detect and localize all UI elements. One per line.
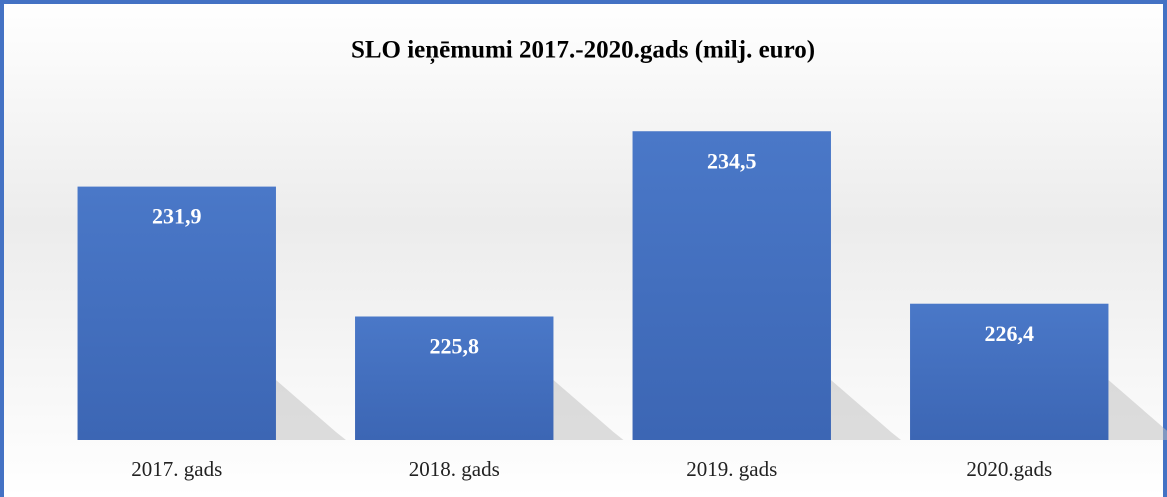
bar-shadow <box>553 380 624 440</box>
value-label: 226,4 <box>985 321 1035 346</box>
value-label: 234,5 <box>707 148 757 173</box>
bar-shadow <box>275 380 346 440</box>
bar <box>632 131 831 440</box>
value-label: 225,8 <box>430 334 480 359</box>
bar-shadow <box>830 380 901 440</box>
bar <box>77 186 276 440</box>
chart-title: SLO ieņēmumi 2017.-2020.gads (milj. euro… <box>351 37 815 65</box>
x-tick-label: 2017. gads <box>131 457 222 481</box>
x-tick-label: 2018. gads <box>409 457 500 481</box>
x-tick-label: 2020.gads <box>966 457 1052 481</box>
bar <box>910 303 1109 440</box>
bar-shadow <box>1108 380 1167 440</box>
bar <box>355 316 554 440</box>
value-label: 231,9 <box>152 204 202 229</box>
x-tick-label: 2019. gads <box>686 457 777 481</box>
